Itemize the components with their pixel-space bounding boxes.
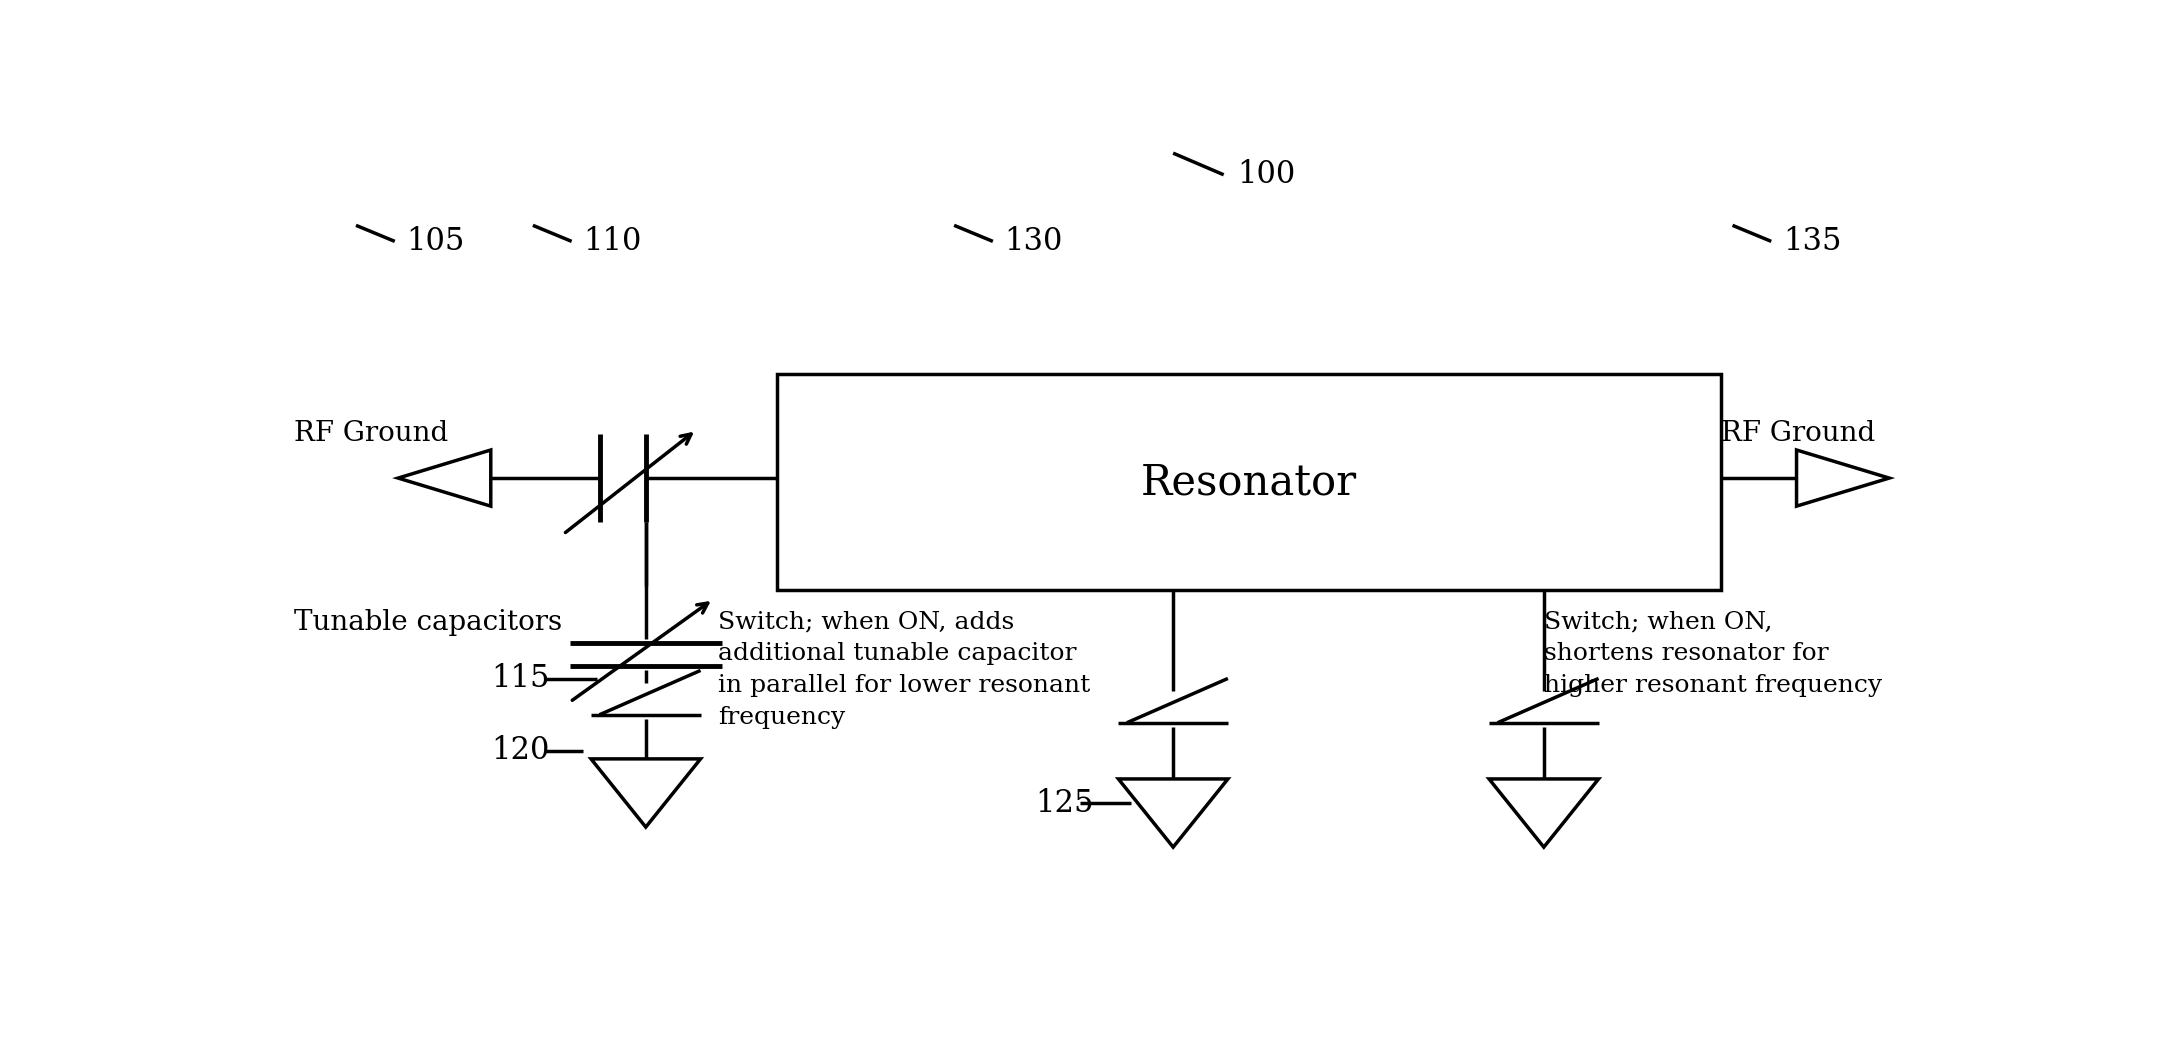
Text: RF Ground: RF Ground: [1722, 420, 1874, 447]
Text: 120: 120: [491, 736, 550, 766]
Text: 110: 110: [583, 226, 641, 257]
Text: 130: 130: [1004, 226, 1063, 257]
Text: 135: 135: [1783, 226, 1841, 257]
Text: 125: 125: [1035, 788, 1094, 819]
Bar: [778, 374, 1722, 591]
Text: 115: 115: [491, 663, 550, 694]
Text: Switch; when ON,
shortens resonator for
higher resonant frequency: Switch; when ON, shortens resonator for …: [1544, 611, 1883, 697]
Text: 105: 105: [407, 226, 465, 257]
Text: Switch; when ON, adds
additional tunable capacitor
in parallel for lower resonan: Switch; when ON, adds additional tunable…: [717, 611, 1091, 729]
Text: Tunable capacitors: Tunable capacitors: [293, 609, 561, 636]
Text: 100: 100: [1237, 159, 1296, 191]
Text: RF Ground: RF Ground: [293, 420, 448, 447]
Text: Resonator: Resonator: [1141, 461, 1357, 503]
